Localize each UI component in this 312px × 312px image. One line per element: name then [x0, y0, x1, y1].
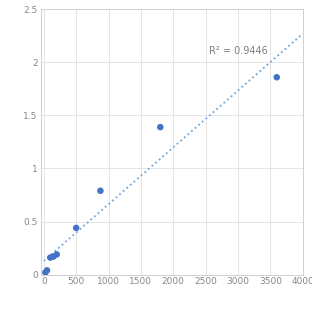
Point [43, 270, 48, 275]
Point [45, 268, 50, 273]
Point [51, 254, 56, 259]
Text: R² = 0.9446: R² = 0.9446 [209, 46, 268, 56]
Point [98, 188, 103, 193]
Point [274, 75, 279, 80]
Point [48, 255, 53, 260]
Point [74, 225, 79, 230]
Point [158, 124, 163, 129]
Point [54, 252, 59, 257]
